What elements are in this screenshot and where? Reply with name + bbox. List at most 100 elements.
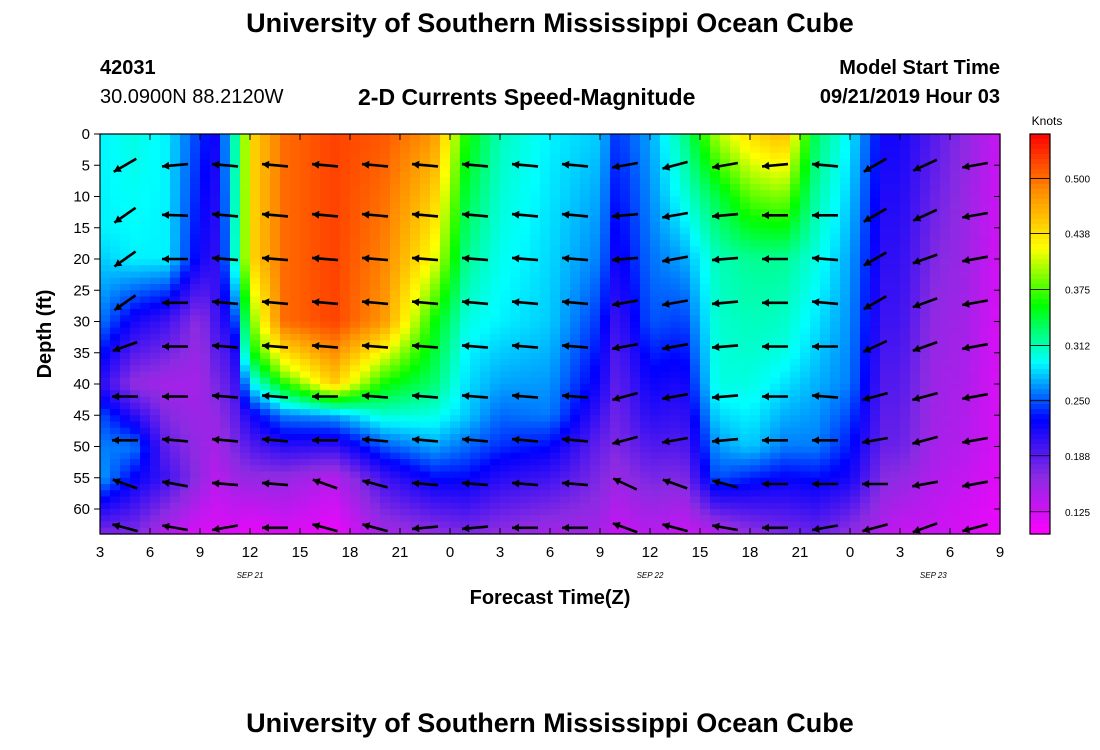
heatmap-cell [280, 440, 291, 448]
heatmap-cell [440, 146, 451, 154]
heatmap-cell [800, 527, 811, 535]
heatmap-cell [320, 321, 331, 329]
heatmap-cell [480, 484, 491, 491]
heatmap-cell [850, 209, 861, 216]
heatmap-cell [620, 440, 631, 448]
heatmap-cell [820, 315, 831, 323]
heatmap-cell [440, 340, 451, 348]
heatmap-cell [590, 359, 601, 366]
heatmap-cell [400, 384, 411, 391]
heatmap-cell [190, 259, 201, 266]
heatmap-cell [610, 315, 621, 323]
heatmap-cell [370, 271, 381, 279]
heatmap-cell [520, 459, 531, 466]
heatmap-cell [140, 521, 151, 529]
heatmap-cell [520, 309, 531, 316]
heatmap-cell [150, 296, 161, 304]
heatmap-cell [350, 452, 361, 460]
heatmap-cell [130, 409, 141, 416]
heatmap-cell [210, 340, 221, 348]
heatmap-cell [110, 221, 121, 229]
heatmap-cell [180, 384, 191, 391]
heatmap-cell [670, 446, 681, 454]
heatmap-cell [650, 477, 661, 485]
heatmap-cell [530, 340, 541, 348]
heatmap-cell [360, 134, 371, 141]
heatmap-cell [450, 134, 461, 141]
heatmap-cell [250, 484, 261, 491]
heatmap-cell [440, 284, 451, 291]
heatmap-cell [780, 477, 791, 485]
heatmap-cell [450, 452, 461, 460]
heatmap-cell [710, 227, 721, 235]
heatmap-cell [210, 277, 221, 285]
heatmap-cell [440, 502, 451, 510]
heatmap-cell [860, 277, 871, 285]
heatmap-cell [160, 359, 171, 366]
heatmap-cell [560, 259, 571, 266]
heatmap-cell [240, 171, 251, 179]
heatmap-cell [800, 496, 811, 504]
heatmap-cell [290, 465, 301, 473]
heatmap-cell [650, 352, 661, 360]
heatmap-cell [260, 396, 271, 404]
heatmap-cell [590, 221, 601, 229]
heatmap-cell [500, 159, 511, 166]
heatmap-cell [160, 409, 171, 416]
heatmap-cell [620, 284, 631, 291]
heatmap-cell [110, 352, 121, 360]
heatmap-cell [810, 271, 821, 279]
heatmap-cell [590, 309, 601, 316]
heatmap-cell [430, 221, 441, 229]
heatmap-cell [830, 140, 841, 148]
heatmap-cell [560, 209, 571, 216]
heatmap-cell [440, 390, 451, 398]
heatmap-cell [850, 377, 861, 385]
heatmap-cell [500, 209, 511, 216]
heatmap-cell [160, 296, 171, 304]
heatmap-cell [290, 409, 301, 416]
heatmap-cell [760, 365, 771, 373]
heatmap-cell [740, 427, 751, 435]
heatmap-cell [410, 371, 421, 379]
heatmap-cell [690, 409, 701, 416]
heatmap-cell [620, 484, 631, 491]
heatmap-cell [110, 302, 121, 310]
heatmap-cell [710, 509, 721, 516]
heatmap-cell [170, 196, 181, 204]
heatmap-cell [570, 315, 581, 323]
heatmap-cell [300, 477, 311, 485]
heatmap-cell [590, 277, 601, 285]
heatmap-cell [470, 196, 481, 204]
heatmap-cell [250, 134, 261, 141]
heatmap-cell [390, 340, 401, 348]
heatmap-cell [870, 390, 881, 398]
heatmap-cell [500, 290, 511, 298]
heatmap-cell [150, 146, 161, 154]
heatmap-cell [660, 209, 671, 216]
heatmap-cell [480, 390, 491, 398]
heatmap-cell [130, 346, 141, 354]
heatmap-cell [540, 277, 551, 285]
heatmap-cell [710, 371, 721, 379]
heatmap-cell [560, 402, 571, 410]
heatmap-cell [810, 434, 821, 441]
heatmap-cell [580, 427, 591, 435]
heatmap-cell [380, 227, 391, 235]
heatmap-cell [260, 496, 271, 504]
heatmap-cell [270, 452, 281, 460]
heatmap-cell [840, 159, 851, 166]
heatmap-cell [480, 196, 491, 204]
heatmap-cell [270, 234, 281, 241]
heatmap-cell [320, 484, 331, 491]
heatmap-cell [870, 321, 881, 329]
heatmap-cell [450, 334, 461, 341]
heatmap-cell [210, 259, 221, 266]
heatmap-cell [210, 252, 221, 260]
heatmap-cell [470, 315, 481, 323]
heatmap-cell [820, 384, 831, 391]
heatmap-cell [200, 140, 211, 148]
heatmap-cell [380, 459, 391, 466]
heatmap-cell [180, 177, 191, 185]
heatmap-cell [400, 396, 411, 404]
